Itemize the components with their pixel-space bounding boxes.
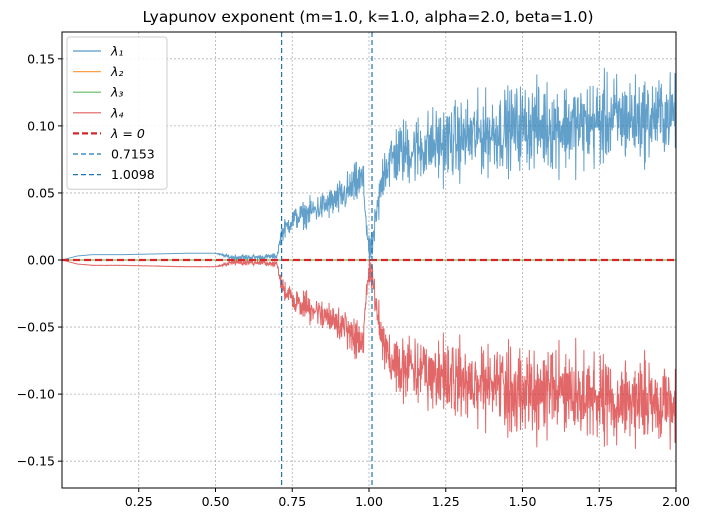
legend-label: λ₄ bbox=[110, 105, 123, 120]
legend-label: λ₂ bbox=[110, 64, 123, 79]
reference-lines bbox=[62, 32, 676, 488]
y-tick-label: 0.10 bbox=[27, 118, 55, 133]
legend-box bbox=[66, 36, 168, 190]
y-tick-label: −0.15 bbox=[17, 454, 55, 469]
legend-label: 0.7153 bbox=[111, 147, 155, 162]
y-tick-label: 0.05 bbox=[27, 185, 55, 200]
series-line bbox=[62, 258, 676, 450]
x-tick-label: 2.00 bbox=[662, 494, 690, 509]
y-tick-label: −0.10 bbox=[17, 387, 55, 402]
x-tick-label: 0.50 bbox=[202, 494, 230, 509]
y-axis-ticks: 0.15 0.10 0.05 0.00 −0.05 −0.10 −0.15 bbox=[17, 51, 62, 469]
x-tick-label: 1.00 bbox=[355, 494, 383, 509]
x-tick-label: 1.75 bbox=[585, 494, 613, 509]
y-tick-label: 0.15 bbox=[27, 51, 55, 66]
y-tick-label: 0.00 bbox=[27, 253, 55, 268]
chart-title: Lyapunov exponent (m=1.0, k=1.0, alpha=2… bbox=[142, 8, 593, 26]
x-tick-label: 0.75 bbox=[278, 494, 306, 509]
legend-label: λ₁ bbox=[110, 44, 123, 59]
series-line bbox=[62, 67, 676, 262]
legend-label: λ₃ bbox=[110, 85, 123, 100]
legend-label: λ = 0 bbox=[110, 126, 145, 141]
legend-label: 1.0098 bbox=[111, 167, 155, 182]
y-tick-label: −0.05 bbox=[17, 320, 55, 335]
x-tick-label: 0.25 bbox=[125, 494, 153, 509]
x-tick-label: 1.50 bbox=[509, 494, 537, 509]
x-axis-ticks: 0.25 0.50 0.75 1.00 1.25 1.50 1.75 2.00 bbox=[125, 488, 690, 509]
legend: λ₁ λ₂ λ₃ λ₄ λ = 0 0.7153 1.0098 bbox=[66, 36, 168, 190]
x-tick-label: 1.25 bbox=[432, 494, 460, 509]
